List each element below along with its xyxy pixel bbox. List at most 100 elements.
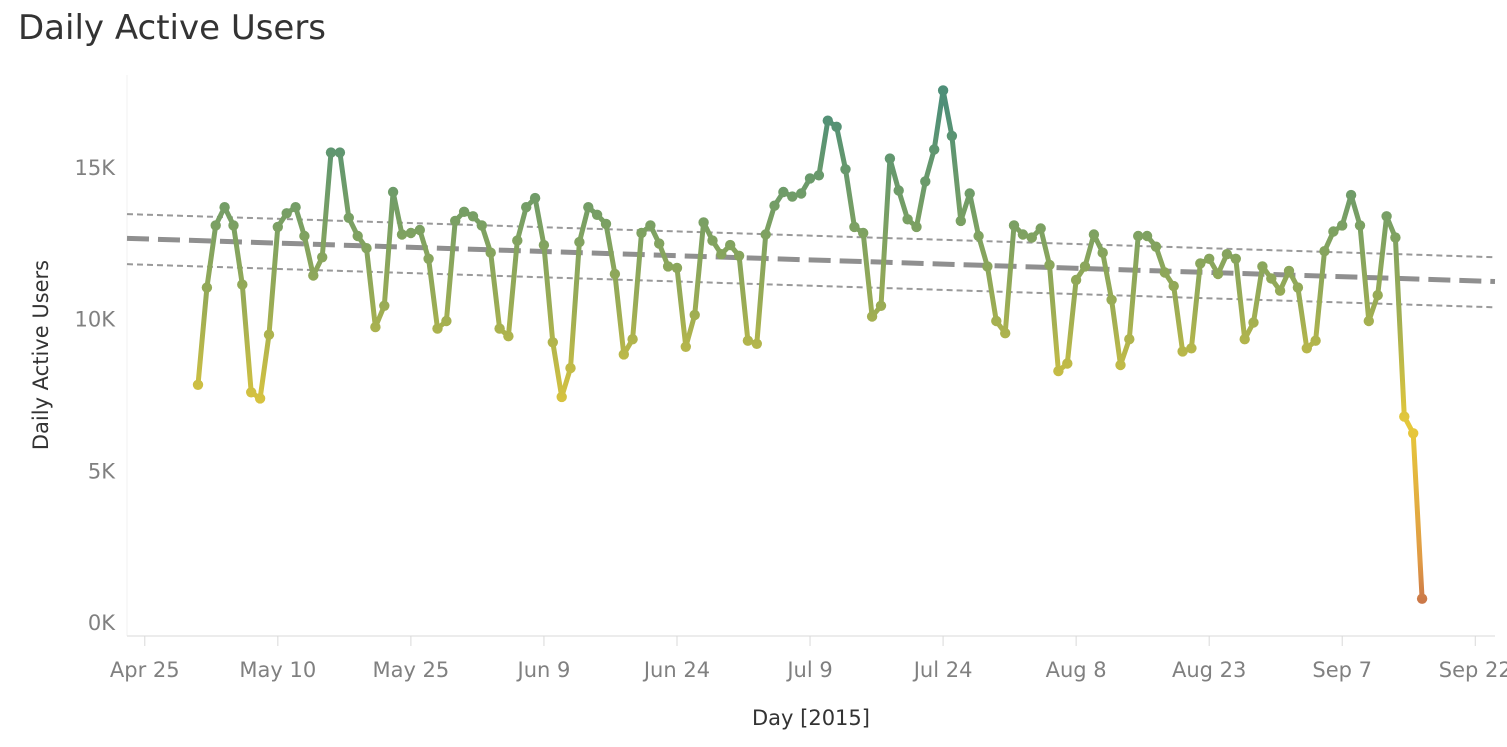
data-point[interactable] <box>281 208 292 219</box>
data-point[interactable] <box>591 209 603 220</box>
data-point[interactable] <box>733 250 745 261</box>
data-point[interactable] <box>813 170 825 181</box>
data-point[interactable] <box>1008 220 1020 231</box>
data-point[interactable] <box>955 215 966 227</box>
data-point[interactable] <box>964 188 975 199</box>
data-point[interactable] <box>1141 230 1153 242</box>
data-point[interactable] <box>423 253 434 264</box>
data-point[interactable] <box>1195 258 1206 269</box>
data-point[interactable] <box>1372 290 1383 301</box>
data-point[interactable] <box>272 221 283 233</box>
data-point[interactable] <box>1381 211 1392 222</box>
data-point[interactable] <box>725 239 736 251</box>
data-point[interactable] <box>1159 267 1171 278</box>
data-point[interactable] <box>1283 265 1295 277</box>
data-point[interactable] <box>1168 280 1179 292</box>
data-point[interactable] <box>1345 189 1357 201</box>
data-point[interactable] <box>937 85 949 96</box>
data-point[interactable] <box>1079 261 1091 272</box>
data-point[interactable] <box>804 173 816 184</box>
data-point[interactable] <box>1026 232 1038 243</box>
data-point[interactable] <box>911 221 922 233</box>
data-point[interactable] <box>583 202 594 213</box>
data-point[interactable] <box>893 185 904 196</box>
data-point[interactable] <box>1115 359 1126 371</box>
data-point[interactable] <box>1133 230 1144 242</box>
data-point[interactable] <box>689 309 700 321</box>
data-point[interactable] <box>946 130 958 142</box>
data-point[interactable] <box>547 337 558 348</box>
data-point[interactable] <box>521 202 532 213</box>
data-point[interactable] <box>1310 335 1321 346</box>
data-point[interactable] <box>237 279 248 290</box>
data-point[interactable] <box>1186 343 1197 354</box>
data-point[interactable] <box>529 192 541 204</box>
data-point[interactable] <box>1399 411 1410 422</box>
data-point[interactable] <box>574 236 585 248</box>
data-point[interactable] <box>1416 593 1428 604</box>
data-point[interactable] <box>645 220 656 231</box>
data-point[interactable] <box>618 349 629 360</box>
data-point[interactable] <box>246 387 257 398</box>
data-point[interactable] <box>467 211 479 222</box>
data-point[interactable] <box>1124 334 1135 345</box>
data-point[interactable] <box>707 235 718 246</box>
data-point[interactable] <box>308 270 319 281</box>
data-point[interactable] <box>387 186 399 198</box>
data-point[interactable] <box>1035 223 1046 234</box>
data-point[interactable] <box>512 235 523 246</box>
data-point[interactable] <box>1292 282 1304 293</box>
data-point[interactable] <box>228 220 239 231</box>
data-point[interactable] <box>503 331 514 342</box>
data-point[interactable] <box>1230 253 1242 264</box>
data-point[interactable] <box>875 300 887 311</box>
data-point[interactable] <box>982 261 993 272</box>
data-point[interactable] <box>317 252 328 263</box>
data-point[interactable] <box>866 311 878 322</box>
data-point[interactable] <box>822 115 833 126</box>
data-point[interactable] <box>1354 220 1366 231</box>
data-point[interactable] <box>1070 274 1082 286</box>
data-point[interactable] <box>361 243 372 254</box>
data-point[interactable] <box>1257 261 1268 272</box>
data-point[interactable] <box>379 300 390 311</box>
data-point[interactable] <box>1204 253 1215 264</box>
data-point[interactable] <box>1319 246 1330 257</box>
data-point[interactable] <box>1212 268 1224 280</box>
data-point[interactable] <box>432 323 443 334</box>
data-point[interactable] <box>796 188 807 199</box>
data-point[interactable] <box>1408 428 1419 439</box>
data-point[interactable] <box>1239 334 1250 345</box>
data-point[interactable] <box>396 229 408 240</box>
data-point[interactable] <box>352 230 363 242</box>
data-point[interactable] <box>1266 273 1277 284</box>
data-point[interactable] <box>343 212 354 223</box>
data-point[interactable] <box>662 261 674 272</box>
data-point[interactable] <box>1363 315 1375 327</box>
data-point[interactable] <box>1150 241 1162 252</box>
data-point[interactable] <box>1088 229 1100 240</box>
data-point[interactable] <box>370 321 381 333</box>
data-point[interactable] <box>929 144 940 155</box>
data-point[interactable] <box>1221 249 1233 260</box>
data-point[interactable] <box>831 121 842 132</box>
data-point[interactable] <box>1177 346 1188 357</box>
data-point[interactable] <box>654 238 665 249</box>
data-point[interactable] <box>254 393 266 404</box>
data-point[interactable] <box>299 230 310 242</box>
data-point[interactable] <box>1390 232 1401 243</box>
data-point[interactable] <box>920 176 931 187</box>
data-point[interactable] <box>680 341 691 352</box>
data-point[interactable] <box>1337 220 1348 231</box>
data-point[interactable] <box>991 315 1002 327</box>
data-point[interactable] <box>210 220 221 231</box>
data-point[interactable] <box>858 227 869 239</box>
data-point[interactable] <box>751 338 762 349</box>
data-point[interactable] <box>1044 259 1055 271</box>
data-point[interactable] <box>458 206 470 217</box>
data-point[interactable] <box>192 379 204 390</box>
data-point[interactable] <box>849 221 860 233</box>
data-point[interactable] <box>556 391 567 403</box>
data-point[interactable] <box>441 315 452 327</box>
data-point[interactable] <box>1053 365 1064 377</box>
